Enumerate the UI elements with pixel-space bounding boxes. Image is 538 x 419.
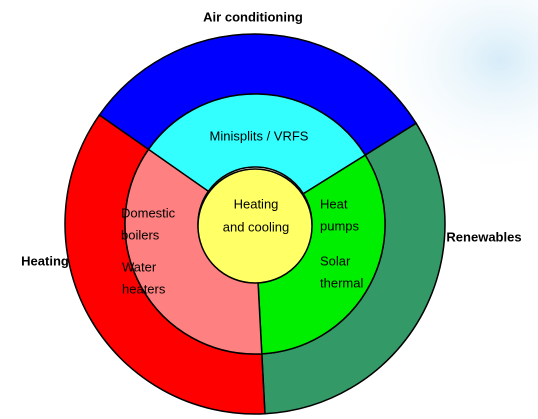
inner-label: Domestic bbox=[121, 205, 176, 220]
labels: Air conditioning Renewables Heating Minispl… bbox=[21, 9, 521, 296]
inner-label: Heat bbox=[320, 196, 348, 211]
center-circle bbox=[197, 168, 313, 284]
center-label: and cooling bbox=[223, 219, 290, 234]
outer-label: Heating bbox=[21, 253, 69, 268]
inner-label: Solar bbox=[320, 253, 351, 268]
inner-label: thermal bbox=[320, 275, 363, 290]
inner-label: boilers bbox=[121, 227, 160, 242]
center-label: Heating bbox=[234, 196, 279, 211]
rings bbox=[64, 33, 446, 415]
outer-label: Renewables bbox=[446, 229, 521, 244]
outer-label: Air conditioning bbox=[203, 9, 303, 24]
inner-label: Minisplits / VRFS bbox=[210, 128, 309, 143]
inner-sector bbox=[147, 93, 367, 195]
inner-label: pumps bbox=[320, 218, 360, 233]
inner-label: Water bbox=[122, 259, 157, 274]
inner-label: heaters bbox=[122, 281, 166, 296]
